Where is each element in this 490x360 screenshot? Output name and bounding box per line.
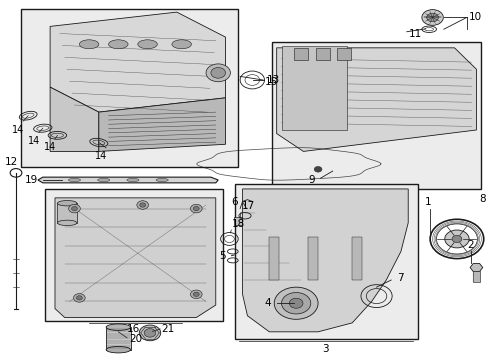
Ellipse shape xyxy=(57,220,77,226)
Text: 11: 11 xyxy=(409,28,422,39)
Circle shape xyxy=(76,296,82,300)
Text: 14: 14 xyxy=(12,125,24,135)
Text: 8: 8 xyxy=(479,194,486,204)
Text: 20: 20 xyxy=(129,334,142,344)
Text: 9: 9 xyxy=(308,175,315,185)
Bar xyxy=(272,42,481,189)
Text: 21: 21 xyxy=(161,324,174,334)
Polygon shape xyxy=(470,264,483,271)
Text: 5: 5 xyxy=(219,251,225,261)
Circle shape xyxy=(249,218,257,224)
Circle shape xyxy=(289,298,303,308)
Circle shape xyxy=(240,218,247,224)
Ellipse shape xyxy=(172,40,192,49)
Circle shape xyxy=(314,166,322,172)
Bar xyxy=(294,48,308,60)
Circle shape xyxy=(74,294,85,302)
Ellipse shape xyxy=(98,179,110,181)
Bar xyxy=(308,237,318,280)
Circle shape xyxy=(211,67,225,78)
Ellipse shape xyxy=(106,346,130,353)
Circle shape xyxy=(140,203,146,207)
Circle shape xyxy=(206,64,230,82)
Polygon shape xyxy=(282,46,347,130)
Text: 2: 2 xyxy=(467,240,474,249)
Text: 19: 19 xyxy=(24,175,38,185)
Text: 10: 10 xyxy=(469,12,482,22)
Circle shape xyxy=(194,292,199,296)
Text: 7: 7 xyxy=(397,273,404,283)
Text: 16: 16 xyxy=(126,324,140,334)
Text: 14: 14 xyxy=(44,143,56,153)
Circle shape xyxy=(452,235,462,243)
Text: 18: 18 xyxy=(232,219,245,229)
Polygon shape xyxy=(38,177,218,183)
Circle shape xyxy=(445,230,469,248)
Polygon shape xyxy=(55,198,216,318)
Circle shape xyxy=(422,10,443,25)
Text: 14: 14 xyxy=(95,152,107,161)
Bar xyxy=(234,217,254,225)
Polygon shape xyxy=(243,189,408,332)
Bar xyxy=(270,237,279,280)
Polygon shape xyxy=(50,12,225,112)
Polygon shape xyxy=(106,327,130,350)
Text: 1: 1 xyxy=(424,197,431,207)
Bar xyxy=(57,203,77,223)
Bar xyxy=(21,9,238,167)
Circle shape xyxy=(245,218,252,224)
Text: 14: 14 xyxy=(28,136,40,146)
Text: 4: 4 xyxy=(264,298,271,308)
Text: 15: 15 xyxy=(265,77,278,87)
Bar xyxy=(45,189,223,321)
Text: 6: 6 xyxy=(231,197,238,207)
Bar xyxy=(473,271,480,282)
Circle shape xyxy=(72,206,77,211)
Ellipse shape xyxy=(138,40,157,49)
Polygon shape xyxy=(99,98,225,152)
Text: 17: 17 xyxy=(242,202,255,211)
Circle shape xyxy=(139,325,161,341)
Bar xyxy=(352,237,362,280)
Text: 13: 13 xyxy=(267,75,280,85)
Circle shape xyxy=(274,287,318,319)
Ellipse shape xyxy=(69,179,80,181)
Bar xyxy=(235,184,418,339)
Circle shape xyxy=(144,329,156,337)
Circle shape xyxy=(191,290,202,298)
Circle shape xyxy=(235,218,243,224)
Circle shape xyxy=(69,204,80,213)
Circle shape xyxy=(191,204,202,213)
Ellipse shape xyxy=(127,179,139,181)
Circle shape xyxy=(282,293,311,314)
Text: 12: 12 xyxy=(4,157,18,167)
Ellipse shape xyxy=(79,40,99,49)
Ellipse shape xyxy=(106,324,130,330)
Ellipse shape xyxy=(109,40,128,49)
Bar xyxy=(316,48,330,60)
Circle shape xyxy=(194,206,199,211)
Text: 3: 3 xyxy=(322,343,329,354)
Polygon shape xyxy=(277,48,476,152)
Circle shape xyxy=(427,13,439,22)
Polygon shape xyxy=(50,87,99,152)
Ellipse shape xyxy=(156,179,168,181)
Bar xyxy=(337,48,351,60)
Circle shape xyxy=(137,201,148,209)
Ellipse shape xyxy=(57,201,77,206)
